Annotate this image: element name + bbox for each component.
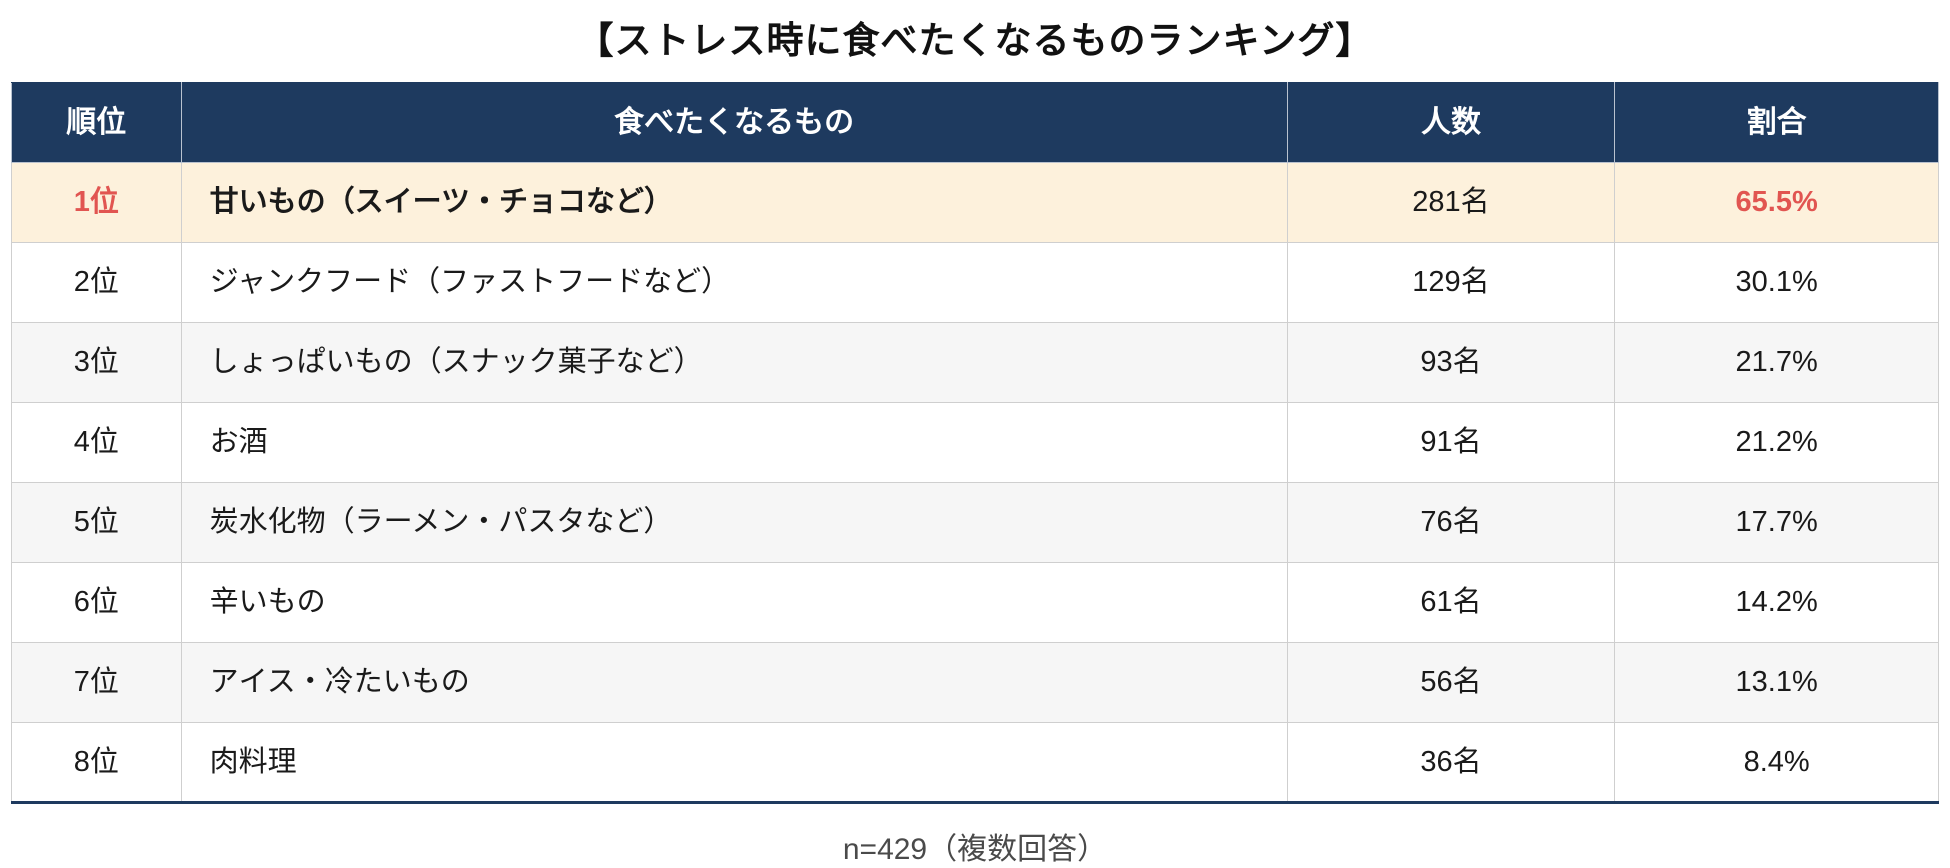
count-cell: 61名 [1286,562,1616,643]
food-cell: アイス・冷たいもの [180,642,1288,723]
count-cell: 91名 [1286,402,1616,483]
rank-cell: 1位 [11,162,182,243]
header-cell-percent: 割合 [1614,82,1939,163]
table-row-7: 7位 アイス・冷たいもの 56名 13.1% [11,642,1939,723]
percent-cell: 65.5% [1614,162,1939,243]
food-cell: 肉料理 [180,722,1288,803]
food-cell: 辛いもの [180,562,1288,643]
table-row-3: 3位 しょっぱいもの（スナック菓子など） 93名 21.7% [11,322,1939,403]
food-cell: ジャンクフード（ファストフードなど） [180,242,1288,323]
sample-size-note: n=429（複数回答） [842,833,1108,866]
percent-cell: 21.7% [1614,322,1939,403]
table-row-5: 5位 炭水化物（ラーメン・パスタなど） 76名 17.7% [11,482,1939,563]
count-cell: 36名 [1286,722,1616,803]
percent-cell: 30.1% [1614,242,1939,323]
count-cell: 93名 [1286,322,1616,403]
header-cell-food: 食べたくなるもの [180,82,1288,163]
food-cell: 甘いもの（スイーツ・チョコなど） [180,162,1288,243]
page-title: 【ストレス時に食べたくなるものランキング】 [576,20,1374,61]
rank-cell: 6位 [11,562,182,643]
header-cell-count: 人数 [1286,82,1616,163]
count-cell: 76名 [1286,482,1616,563]
rank-cell: 3位 [11,322,182,403]
rank-cell: 8位 [11,722,182,803]
food-cell: しょっぱいもの（スナック菓子など） [180,322,1288,403]
percent-cell: 8.4% [1614,722,1939,803]
table-body: 1位 甘いもの（スイーツ・チョコなど） 281名 65.5% 2位 ジャンクフー… [11,162,1939,803]
table-row-6: 6位 辛いもの 61名 14.2% [11,562,1939,643]
header-row: 順位 食べたくなるもの 人数 割合 [11,82,1939,163]
rank-cell: 4位 [11,402,182,483]
table-row-1: 1位 甘いもの（スイーツ・チョコなど） 281名 65.5% [11,162,1939,243]
percent-cell: 14.2% [1614,562,1939,643]
table-header: 順位 食べたくなるもの 人数 割合 [11,82,1939,163]
food-cell: 炭水化物（ラーメン・パスタなど） [180,482,1288,563]
count-cell: 56名 [1286,642,1616,723]
food-cell: お酒 [180,402,1288,483]
table-row-8: 8位 肉料理 36名 8.4% [11,722,1939,803]
rank-cell: 2位 [11,242,182,323]
percent-cell: 13.1% [1614,642,1939,723]
percent-cell: 21.2% [1614,402,1939,483]
percent-cell: 17.7% [1614,482,1939,563]
count-cell: 281名 [1286,162,1616,243]
count-cell: 129名 [1286,242,1616,323]
rank-cell: 5位 [11,482,182,563]
table-row-2: 2位 ジャンクフード（ファストフードなど） 129名 30.1% [11,242,1939,323]
rank-cell: 7位 [11,642,182,723]
header-cell-rank: 順位 [11,82,182,163]
table-row-4: 4位 お酒 91名 21.2% [11,402,1939,483]
ranking-table: 順位 食べたくなるもの 人数 割合 1位 甘いもの（スイーツ・チョコなど） 28… [11,82,1939,804]
